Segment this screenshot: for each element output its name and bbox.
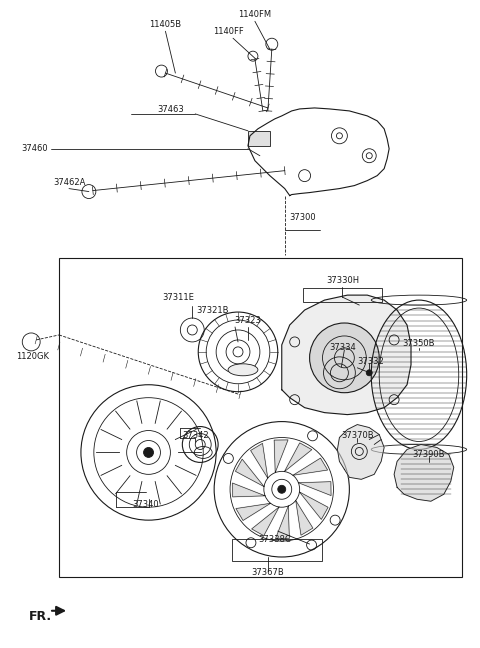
Text: 37460: 37460 [21, 145, 48, 154]
Text: 37323: 37323 [235, 316, 261, 325]
Polygon shape [232, 483, 265, 497]
Polygon shape [296, 500, 313, 535]
Text: 37350B: 37350B [403, 339, 435, 348]
Bar [248, 131, 270, 146]
Text: 37321B: 37321B [196, 306, 228, 315]
Polygon shape [235, 459, 264, 487]
Text: 37338C: 37338C [258, 535, 291, 544]
Polygon shape [299, 481, 331, 496]
Circle shape [278, 485, 286, 493]
Text: 37390B: 37390B [413, 450, 445, 459]
Text: 37340: 37340 [132, 500, 159, 509]
Polygon shape [300, 492, 328, 520]
Text: 37367B: 37367B [252, 568, 284, 577]
Polygon shape [394, 445, 454, 502]
Text: 37463: 37463 [157, 105, 184, 114]
Text: 37462A: 37462A [53, 178, 85, 187]
Text: 37330H: 37330H [326, 276, 359, 285]
Text: 1140FM: 1140FM [239, 10, 272, 19]
Text: 11405B: 11405B [149, 20, 181, 29]
Polygon shape [236, 503, 271, 520]
Polygon shape [276, 506, 289, 538]
Text: 1140FF: 1140FF [213, 27, 243, 36]
Polygon shape [285, 443, 312, 472]
Bar [232, 539, 322, 561]
Text: 37311E: 37311E [162, 293, 194, 302]
Polygon shape [337, 424, 384, 480]
Text: 37332: 37332 [357, 357, 384, 366]
Bar [302, 288, 382, 302]
Text: FR.: FR. [29, 610, 52, 623]
Text: 37370B: 37370B [341, 430, 373, 439]
Polygon shape [274, 440, 288, 472]
Ellipse shape [228, 364, 258, 376]
Circle shape [366, 370, 372, 376]
Polygon shape [252, 507, 279, 536]
Bar [59, 259, 462, 577]
Text: 1120GK: 1120GK [16, 353, 49, 362]
Circle shape [310, 323, 379, 393]
Text: 37334: 37334 [329, 343, 356, 353]
Text: 37342: 37342 [182, 430, 209, 439]
Circle shape [144, 448, 154, 457]
Polygon shape [251, 443, 268, 478]
Polygon shape [293, 458, 327, 475]
Text: 37300: 37300 [290, 213, 316, 222]
Polygon shape [282, 295, 411, 415]
